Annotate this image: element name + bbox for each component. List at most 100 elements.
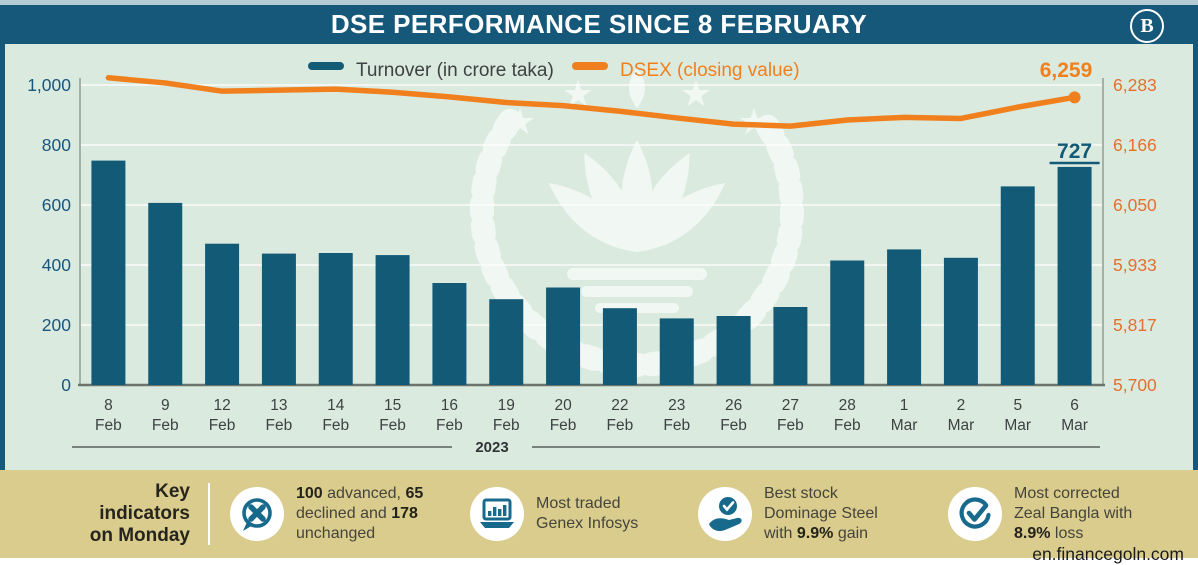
svg-text:Feb: Feb	[550, 417, 577, 434]
key-indicators-band: Key indicators on Monday 100 advanced, 6…	[0, 470, 1198, 558]
turnover-bar	[887, 249, 922, 385]
turnover-bar	[318, 253, 353, 385]
svg-text:15: 15	[384, 397, 401, 414]
svg-text:2: 2	[957, 397, 966, 414]
site-watermark: en.financegoln.com	[1032, 544, 1184, 564]
legend-turnover-swatch	[308, 62, 344, 70]
svg-text:200: 200	[42, 315, 71, 335]
turnover-bar	[546, 287, 581, 385]
key-indicator-item: Best stock Dominage Steel with 9.9% gain	[698, 484, 924, 544]
turnover-bar	[1000, 186, 1035, 385]
svg-text:Mar: Mar	[948, 417, 975, 434]
svg-text:6,050: 6,050	[1113, 195, 1157, 215]
svg-text:5: 5	[1013, 397, 1022, 414]
svg-text:26: 26	[725, 397, 742, 414]
svg-text:★: ★	[680, 73, 712, 114]
heading-line: on Monday	[89, 525, 190, 546]
svg-text:12: 12	[213, 397, 230, 414]
turnover-bar	[489, 299, 524, 385]
svg-text:6,283: 6,283	[1113, 75, 1157, 95]
svg-text:★: ★	[504, 101, 536, 142]
turnover-last-value-label: 727	[1057, 140, 1092, 163]
svg-text:19: 19	[498, 397, 515, 414]
svg-text:20: 20	[554, 397, 572, 414]
svg-text:23: 23	[668, 397, 685, 414]
svg-text:Feb: Feb	[152, 417, 179, 434]
svg-text:2023: 2023	[475, 439, 508, 456]
key-indicator-items: 100 advanced, 65 declined and 178 unchange…	[210, 484, 1174, 544]
svg-text:8: 8	[104, 397, 113, 414]
heading-line: Key	[155, 481, 190, 502]
dse-performance-chart: ★★ ★★02004006008001,0005,7005,8175,9336,0…	[27, 59, 1157, 456]
x-axis-labels: 8Feb9Feb12Feb13Feb14Feb15Feb16Feb19Feb20…	[95, 397, 1088, 434]
key-indicator-text: Most corrected Zeal Bangla with 8.9% loss	[1014, 485, 1133, 542]
svg-text:14: 14	[327, 397, 345, 414]
svg-text:1,000: 1,000	[27, 75, 71, 95]
turnover-bar	[1057, 166, 1092, 385]
publisher-logo-icon: B	[1130, 9, 1164, 43]
svg-text:1: 1	[900, 397, 909, 414]
legend-dsex-swatch	[572, 62, 608, 70]
key-indicators-heading: Key indicators on Monday	[40, 481, 190, 547]
svg-text:13: 13	[270, 397, 287, 414]
svg-text:0: 0	[61, 375, 71, 395]
chart-area: ★ ★ ★ ★ 0 200 400 600 800 1,000 5,700 5,817 5,933 6,0…	[0, 44, 1198, 470]
svg-text:Feb: Feb	[493, 417, 520, 434]
svg-text:27: 27	[782, 397, 799, 414]
left-axis-labels: 0 200 400 600 800 1,000	[27, 75, 71, 395]
svg-text:Feb: Feb	[322, 417, 349, 434]
turnover-bar	[943, 257, 978, 385]
top-strip	[0, 0, 1198, 5]
svg-text:Mar: Mar	[1061, 417, 1088, 434]
titlebar: DSE PERFORMANCE SINCE 8 FEBRUARY B	[0, 5, 1198, 44]
svg-text:400: 400	[42, 255, 71, 275]
turnover-bar	[91, 160, 126, 385]
key-indicator-item: 100 advanced, 65 declined and 178 unchange…	[230, 484, 446, 544]
key-indicator-text: 100 advanced, 65 declined and 178 unchange…	[296, 485, 424, 542]
annotations: 6,259 727	[1040, 59, 1100, 165]
svg-text:9: 9	[161, 397, 170, 414]
svg-text:600: 600	[42, 195, 71, 215]
svg-text:Feb: Feb	[607, 417, 634, 434]
turnover-bar	[261, 253, 296, 385]
right-axis-labels: 5,700 5,817 5,933 6,050 6,166 6,283	[1113, 75, 1157, 395]
svg-text:Feb: Feb	[95, 417, 122, 434]
legend-dsex-label: DSEX (closing value)	[620, 60, 800, 81]
turnover-bar	[773, 307, 808, 385]
svg-text:Feb: Feb	[436, 417, 463, 434]
best-stock-icon	[698, 487, 752, 541]
turnover-bar	[602, 308, 637, 385]
svg-text:5,817: 5,817	[1113, 315, 1157, 335]
divider	[208, 483, 210, 545]
key-indicator-text: Most traded Genex Infosys	[536, 495, 639, 532]
svg-text:Feb: Feb	[266, 417, 293, 434]
svg-text:★: ★	[738, 101, 770, 142]
turnover-bar	[432, 283, 467, 385]
turnover-bar	[205, 243, 240, 385]
key-indicator-item: Most corrected Zeal Bangla with 8.9% loss	[948, 484, 1174, 544]
svg-text:22: 22	[611, 397, 628, 414]
svg-text:Mar: Mar	[1004, 417, 1031, 434]
svg-text:16: 16	[441, 397, 458, 414]
svg-text:28: 28	[839, 397, 856, 414]
most-traded-icon	[470, 487, 524, 541]
bottom-strip	[0, 558, 1198, 565]
key-indicator-text: Best stock Dominage Steel with 9.9% gain	[764, 485, 878, 542]
dsex-line	[105, 75, 1081, 129]
turnover-bar	[659, 318, 694, 385]
svg-text:800: 800	[42, 135, 71, 155]
svg-text:Mar: Mar	[891, 417, 918, 434]
axes	[78, 78, 1105, 387]
svg-text:Feb: Feb	[209, 417, 236, 434]
heading-line: indicators	[99, 503, 190, 524]
turnover-bar	[830, 260, 865, 385]
svg-text:6,166: 6,166	[1113, 135, 1157, 155]
svg-text:Feb: Feb	[379, 417, 406, 434]
dsex-end-dot	[1068, 91, 1081, 104]
svg-text:6: 6	[1070, 397, 1079, 414]
svg-text:Feb: Feb	[777, 417, 804, 434]
dsex-last-value-label: 6,259	[1040, 59, 1093, 82]
svg-text:5,700: 5,700	[1113, 375, 1157, 395]
turnover-bar	[716, 316, 751, 385]
